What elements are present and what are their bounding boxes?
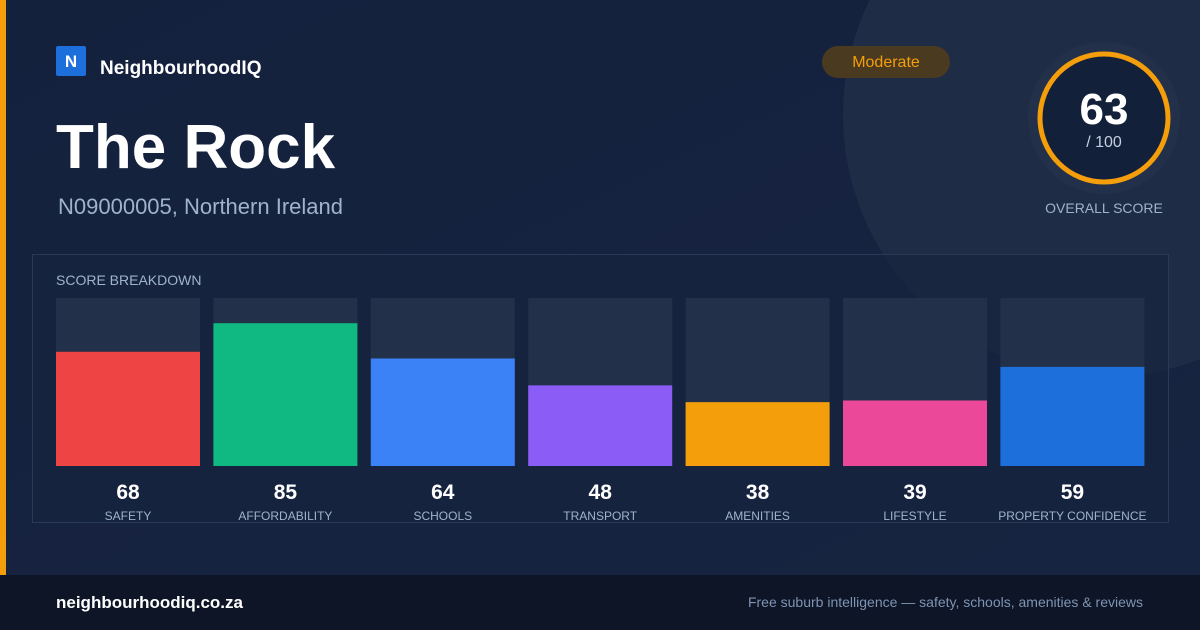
footer-site[interactable]: neighbourhoodiq.co.za — [56, 593, 244, 612]
bar-label: SAFETY — [105, 509, 152, 523]
bar — [685, 402, 830, 466]
bar — [528, 385, 673, 466]
bar-value: 59 — [1061, 481, 1084, 504]
bar — [56, 351, 200, 466]
badge-text: Moderate — [852, 54, 920, 71]
score-value: 63 — [1080, 85, 1129, 134]
bar-label: AFFORDABILITY — [238, 509, 332, 523]
bar-value: 85 — [274, 481, 298, 504]
bar-value: 38 — [746, 481, 770, 504]
bar — [1000, 366, 1145, 466]
bar-label: LIFESTYLE — [883, 509, 946, 523]
brand-name: NeighbourhoodIQ — [100, 58, 261, 79]
score-caption: OVERALL SCORE — [1045, 200, 1163, 216]
title: The Rock — [56, 113, 336, 182]
bar — [843, 400, 987, 466]
bar-label: SCHOOLS — [413, 509, 472, 523]
subtitle: N09000005, Northern Ireland — [58, 194, 343, 219]
breakdown-title: SCORE BREAKDOWN — [56, 272, 201, 288]
badge — [822, 46, 950, 78]
bar-value: 48 — [589, 481, 613, 504]
bar-value: 39 — [903, 481, 926, 504]
bar-label: AMENITIES — [725, 509, 790, 523]
bar-label: TRANSPORT — [563, 509, 637, 523]
logo — [56, 46, 86, 76]
score-max: / 100 — [1086, 134, 1122, 151]
score-ring — [1037, 51, 1171, 185]
bar — [370, 358, 515, 466]
bar-label: PROPERTY CONFIDENCE — [998, 509, 1146, 523]
logo-letter: N — [65, 52, 77, 71]
footer-bar — [0, 575, 1200, 630]
footer-tagline: Free suburb intelligence — safety, schoo… — [748, 594, 1143, 610]
bar-value: 64 — [431, 481, 455, 504]
bar-value: 68 — [116, 481, 140, 504]
bar — [213, 323, 358, 466]
accent-strip — [0, 0, 6, 575]
